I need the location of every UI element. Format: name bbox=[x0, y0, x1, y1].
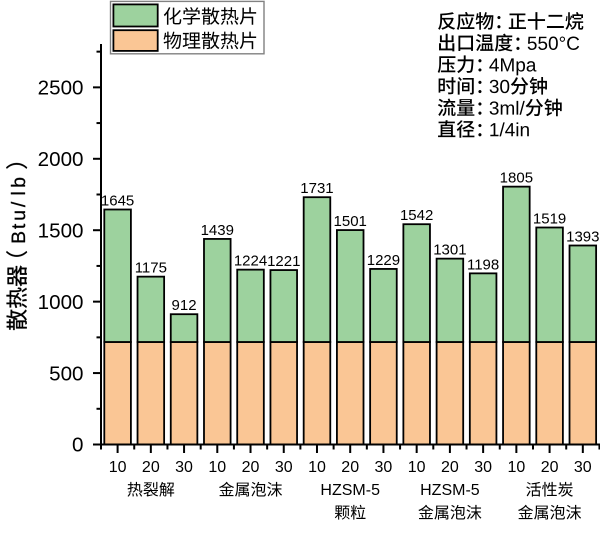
svg-text:20: 20 bbox=[341, 459, 359, 476]
svg-text:HZSM-5: HZSM-5 bbox=[320, 482, 380, 499]
svg-text:1301: 1301 bbox=[433, 242, 466, 259]
svg-text:1198: 1198 bbox=[467, 256, 499, 273]
svg-text:30: 30 bbox=[275, 459, 293, 476]
svg-text:10: 10 bbox=[308, 459, 326, 476]
svg-text:30: 30 bbox=[375, 459, 393, 476]
svg-text:1519: 1519 bbox=[533, 211, 566, 228]
svg-text:1175: 1175 bbox=[135, 260, 167, 277]
svg-text:2500: 2500 bbox=[38, 77, 84, 100]
svg-text:20: 20 bbox=[242, 459, 260, 476]
svg-text:1393: 1393 bbox=[566, 229, 599, 246]
svg-text:20: 20 bbox=[541, 459, 559, 476]
svg-text:1229: 1229 bbox=[367, 252, 400, 269]
svg-text:1501: 1501 bbox=[334, 213, 367, 230]
svg-text:HZSM-5: HZSM-5 bbox=[420, 482, 480, 499]
svg-text:1439: 1439 bbox=[201, 222, 234, 239]
svg-text:20: 20 bbox=[441, 459, 459, 476]
svg-text:2000: 2000 bbox=[38, 148, 84, 171]
svg-text:0: 0 bbox=[72, 434, 83, 457]
svg-text:20: 20 bbox=[142, 459, 160, 476]
svg-text:1500: 1500 bbox=[38, 219, 84, 242]
svg-text:1645: 1645 bbox=[101, 193, 134, 210]
svg-text:500: 500 bbox=[49, 362, 83, 385]
svg-text:30: 30 bbox=[574, 459, 592, 476]
svg-text:1000: 1000 bbox=[38, 291, 84, 314]
svg-text:1221: 1221 bbox=[267, 253, 300, 270]
svg-text:10: 10 bbox=[208, 459, 226, 476]
svg-text:1542: 1542 bbox=[400, 207, 433, 224]
svg-text:30: 30 bbox=[474, 459, 492, 476]
svg-text:30: 30 bbox=[175, 459, 193, 476]
svg-text:1805: 1805 bbox=[500, 170, 533, 187]
svg-text:1731: 1731 bbox=[300, 180, 333, 197]
svg-text:10: 10 bbox=[109, 459, 127, 476]
svg-text:1224: 1224 bbox=[234, 253, 267, 270]
svg-text:10: 10 bbox=[507, 459, 525, 476]
svg-text:912: 912 bbox=[172, 297, 197, 314]
svg-text:10: 10 bbox=[408, 459, 426, 476]
